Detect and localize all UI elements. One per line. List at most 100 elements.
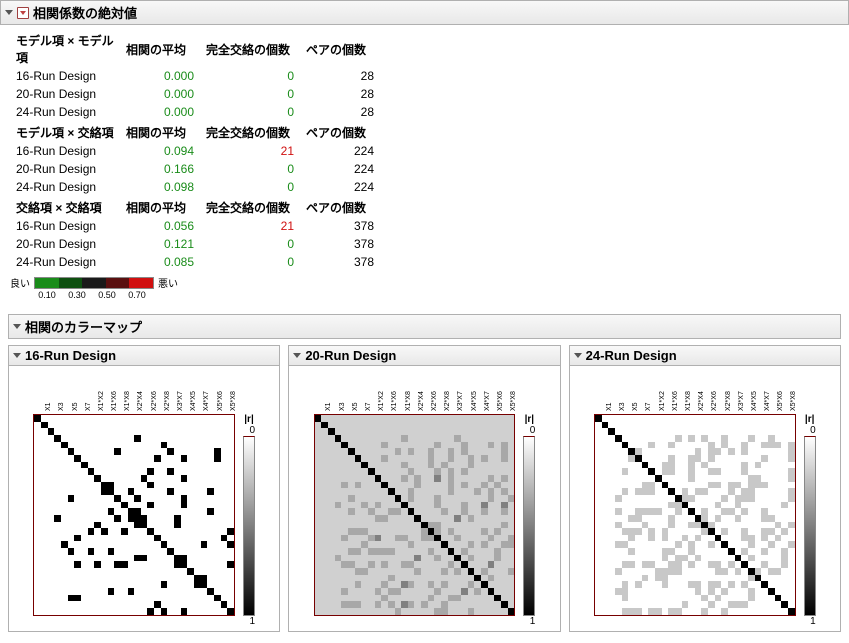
hotspot-dropdown-icon[interactable] [17,7,29,19]
matrix-cell [655,428,662,435]
correlation-matrix [594,414,796,616]
matrix-cell [768,528,775,535]
disclosure-icon[interactable] [5,10,13,15]
matrix-cell [675,548,682,555]
matrix-cell [147,581,154,588]
matrix-cell [361,455,368,462]
matrix-cell [602,548,609,555]
matrix-cell [134,508,141,515]
disclosure-icon[interactable] [574,353,582,358]
matrix-cell [708,561,715,568]
matrix-cell [642,535,649,542]
matrix-cell [642,548,649,555]
matrix-cell [395,608,402,615]
matrix-cell [147,508,154,515]
column-header: 相関の平均 [120,123,200,142]
matrix-cell [741,601,748,608]
matrix-cell [121,435,128,442]
matrix-cell [161,415,168,422]
matrix-cell [434,568,441,575]
matrix-cell [715,561,722,568]
matrix-cell [428,588,435,595]
matrix-cell [167,435,174,442]
disclosure-icon[interactable] [13,324,21,329]
matrix-cell [701,462,708,469]
matrix-cell [735,595,742,602]
matrix-cell [461,442,468,449]
matrix-cell [321,561,328,568]
matrix-cell [401,595,408,602]
matrix-cell [668,522,675,529]
matrix-cell [428,475,435,482]
matrix-cell [41,495,48,502]
matrix-cell [494,455,501,462]
matrix-cell [788,555,795,562]
matrix-cell [348,528,355,535]
matrix-cell [375,575,382,582]
matrix-cell [501,482,508,489]
matrix-cell [388,462,395,469]
matrix-cell [682,495,689,502]
matrix-cell [642,595,649,602]
disclosure-icon[interactable] [293,353,301,358]
matrix-cell [335,502,342,509]
matrix-cell [54,435,61,442]
matrix-cell [461,428,468,435]
matrix-cell [675,455,682,462]
matrix-cell [128,442,135,449]
matrix-cell [448,601,455,608]
matrix-cell [61,468,68,475]
legend-bad-label: 悪い [158,275,178,290]
matrix-cell [688,482,695,489]
matrix-cell [421,555,428,562]
matrix-cell [361,535,368,542]
matrix-cell [194,522,201,529]
matrix-cell [68,462,75,469]
matrix-cell [748,415,755,422]
matrix-cell [608,495,615,502]
matrix-cell [388,435,395,442]
matrix-cell [688,522,695,529]
matrix-cell [341,468,348,475]
matrix-cell [461,535,468,542]
table-row: 20-Run Design0.1660224 [10,160,380,178]
matrix-cell [121,588,128,595]
matrix-cell [602,528,609,535]
matrix-cell [655,522,662,529]
matrix-cell [414,442,421,449]
matrix-cell [668,535,675,542]
matrix-cell [662,575,669,582]
matrix-cell [675,535,682,542]
matrix-cell [755,502,762,509]
matrix-cell [434,502,441,509]
matrix-cell [147,528,154,535]
matrix-cell [74,468,81,475]
matrix-cell [167,415,174,422]
matrix-cell [201,475,208,482]
matrix-cell [207,448,214,455]
matrix-cell [41,428,48,435]
disclosure-icon[interactable] [13,353,21,358]
matrix-cell [468,455,475,462]
matrix-cell [348,608,355,615]
matrix-cell [194,581,201,588]
matrix-cell [114,508,121,515]
matrix-cell [101,528,108,535]
matrix-cell [321,581,328,588]
matrix-cell [668,568,675,575]
matrix-cell [194,488,201,495]
matrix-cell [494,548,501,555]
matrix-cell [381,581,388,588]
matrix-cell [775,595,782,602]
matrix-cell [675,435,682,442]
matrix-cell [68,468,75,475]
matrix-cell [448,442,455,449]
matrix-cell [128,581,135,588]
matrix-cell [48,455,55,462]
matrix-cell [368,495,375,502]
matrix-cell [381,508,388,515]
matrix-cell [181,482,188,489]
matrix-cell [715,555,722,562]
matrix-cell [595,561,602,568]
matrix-cell [187,561,194,568]
